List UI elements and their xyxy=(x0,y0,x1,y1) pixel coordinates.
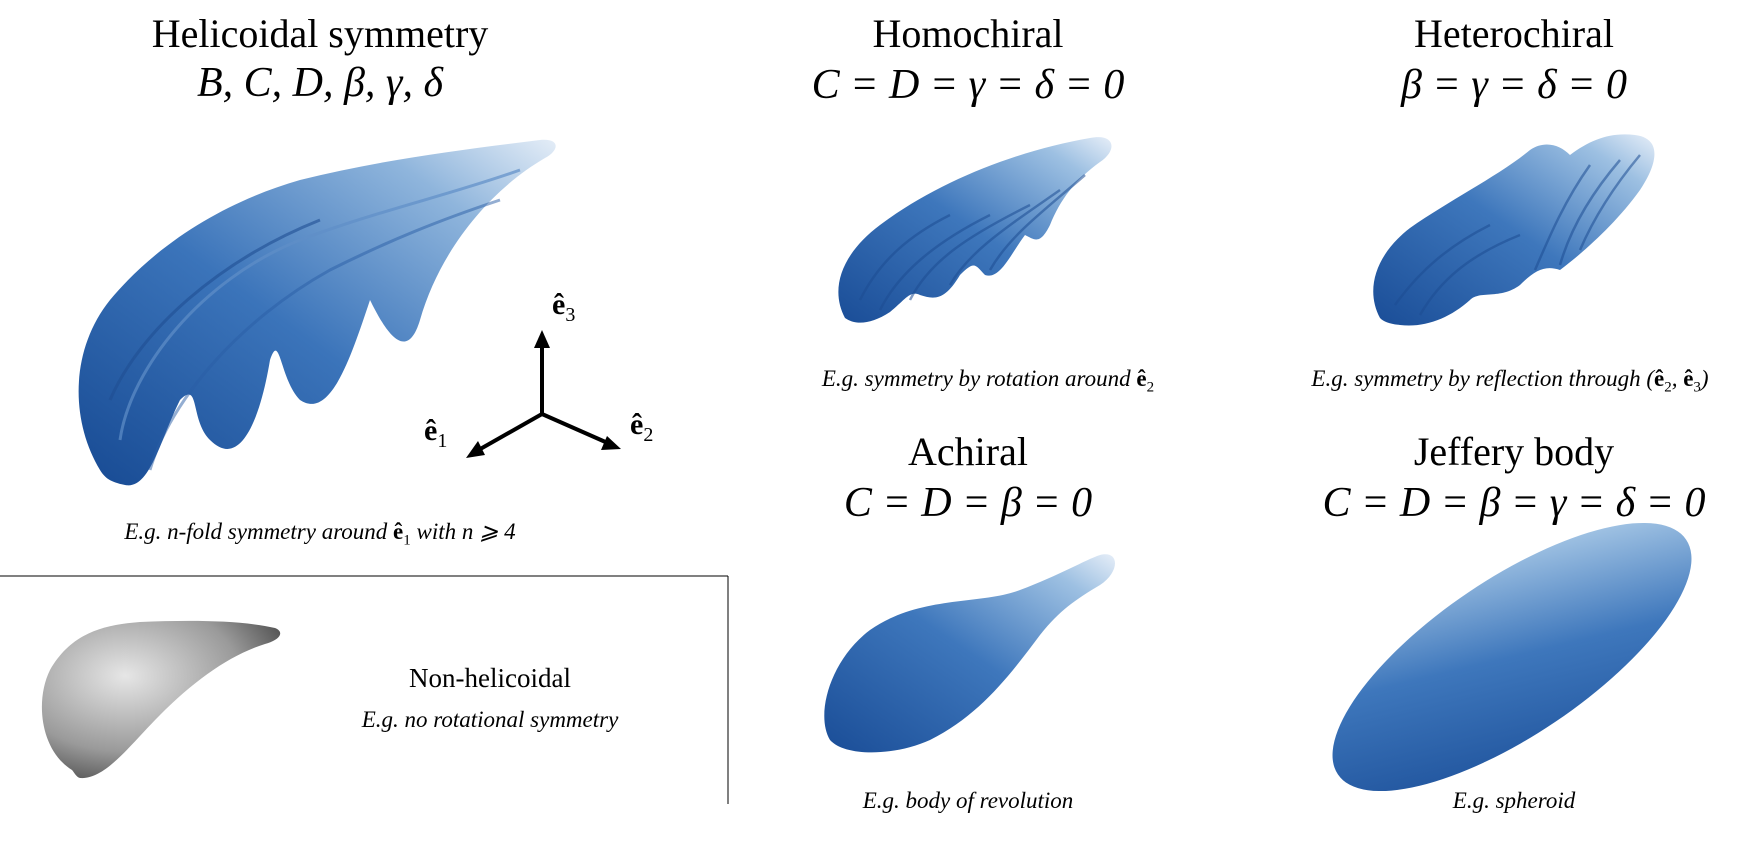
axis-e2-label: ê2 xyxy=(630,408,654,446)
homochiral-caption: E.g. symmetry by rotation around ê2 xyxy=(821,366,1155,396)
heterochiral-title: Heterochiral xyxy=(1414,11,1614,56)
achiral-caption: E.g. body of revolution xyxy=(862,788,1074,813)
non-helicoidal-caption: E.g. no rotational symmetry xyxy=(361,707,619,732)
non-helicoidal-shape xyxy=(41,620,281,779)
axes-triad xyxy=(466,330,621,458)
heterochiral-caption: E.g. symmetry by reflection through (ê2,… xyxy=(1311,366,1709,396)
helicoidal-shape xyxy=(78,139,556,486)
achiral-title: Achiral xyxy=(908,429,1028,474)
homochiral-equation: C = D = γ = δ = 0 xyxy=(811,62,1125,108)
homochiral-shape xyxy=(838,137,1112,323)
jeffery-equation: C = D = β = γ = δ = 0 xyxy=(1322,480,1706,526)
non-helicoidal-box xyxy=(0,575,729,804)
axis-e3-label: ê3 xyxy=(552,288,576,326)
heterochiral-shape xyxy=(1373,134,1655,326)
homochiral-title: Homochiral xyxy=(872,11,1064,56)
helicoidal-params: B, C, D, β, γ, δ xyxy=(197,60,443,106)
jeffery-caption: E.g. spheroid xyxy=(1452,788,1576,813)
achiral-equation: C = D = β = 0 xyxy=(843,480,1093,526)
achiral-shape xyxy=(824,554,1115,753)
helicoidal-title: Helicoidal symmetry xyxy=(151,11,489,56)
non-helicoidal-title: Non-helicoidal xyxy=(409,663,571,693)
helicoidal-caption: E.g. n-fold symmetry around ê1 with n ⩾ … xyxy=(124,519,516,549)
jeffery-title: Jeffery body xyxy=(1413,429,1615,474)
axis-e1-label: ê1 xyxy=(424,414,448,452)
heterochiral-equation: β = γ = δ = 0 xyxy=(1400,62,1628,108)
jeffery-shape xyxy=(1332,522,1692,792)
